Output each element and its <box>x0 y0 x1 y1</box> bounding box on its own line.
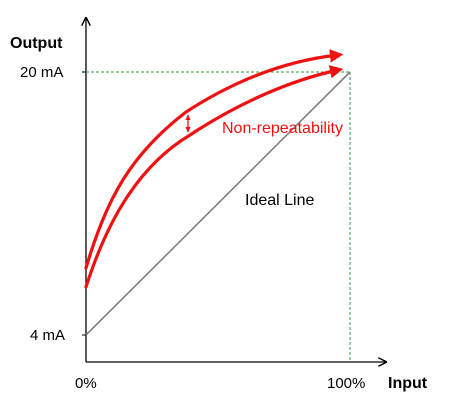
lower-output-curve <box>84 65 344 289</box>
y-tick-bottom-label: 4 mA <box>30 327 65 344</box>
ideal-line <box>85 71 351 336</box>
non-repeatability-label: Non-repeatability <box>222 120 343 137</box>
y-tick-top-label: 20 mA <box>20 64 63 81</box>
x-axis-title: Input <box>388 375 428 392</box>
x-tick-start-label: 0% <box>75 375 97 392</box>
ideal-line-label: Ideal Line <box>245 192 314 209</box>
upper-output-curve <box>84 49 344 270</box>
y-axis-title: Output <box>10 35 63 52</box>
x-tick-end-label: 100% <box>327 375 365 392</box>
